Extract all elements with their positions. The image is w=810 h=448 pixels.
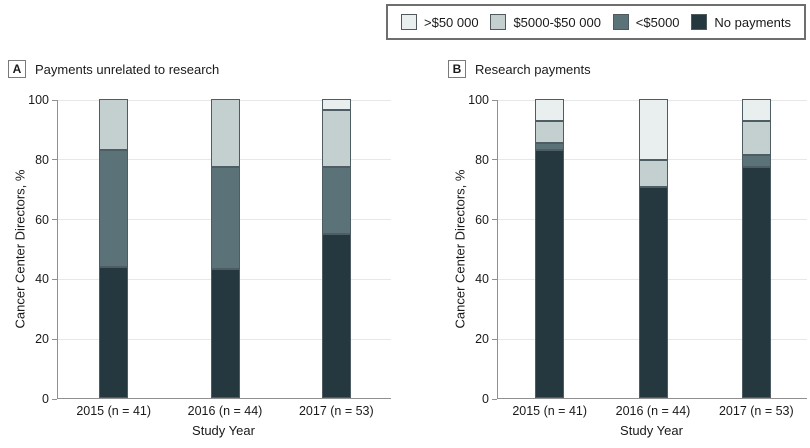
y-tick-40 <box>52 278 57 280</box>
y-tick-label-20: 20 <box>35 332 49 347</box>
x-category-label-2016: 2016 (n = 44) <box>615 404 691 418</box>
y-tick-label-0: 0 <box>482 392 489 406</box>
stacked-bar-2017 <box>321 99 351 398</box>
panel-b-plot: 0 20 40 60 80 100 2015 (n = 41) 2016 (n = 44) 20… <box>468 93 807 418</box>
legend-item-lt5000: <$5000 <box>612 14 680 30</box>
y-tick-60 <box>52 219 57 221</box>
y-tick-20 <box>52 338 57 340</box>
legend-label-gt50000: >$50 000 <box>424 14 479 30</box>
panel-b-title: B Research payments <box>448 60 591 78</box>
bar-segment <box>210 268 240 398</box>
y-tick-label-100: 100 <box>468 93 489 107</box>
bar-segment <box>741 121 771 156</box>
panel-a-title-text: Payments unrelated to research <box>35 61 220 77</box>
legend-swatch-5000-50000 <box>490 14 507 30</box>
y-tick-40 <box>492 278 497 280</box>
panel-a-plot: 0 20 40 60 80 100 2015 (n = 41) 2016 (n = 44) 20… <box>28 93 391 418</box>
legend-label-lt5000: <$5000 <box>635 14 680 30</box>
bar-segment <box>535 121 565 143</box>
bar-segment <box>535 99 565 122</box>
bar-segment <box>741 99 771 122</box>
bar-segment <box>638 160 668 188</box>
bar-segment <box>638 187 668 398</box>
y-tick-label-20: 20 <box>475 332 489 347</box>
stacked-bar-2017 <box>741 99 771 398</box>
panel-b-letter-box: B <box>448 60 466 78</box>
x-category-label-2017: 2017 (n = 53) <box>718 404 794 418</box>
y-tick-0 <box>52 398 57 400</box>
panel-b-y-axis-label: Cancer Center Directors, % <box>452 169 468 329</box>
stacked-bar-2015 <box>535 99 565 398</box>
bar-segment <box>741 155 771 167</box>
panel-a-y-axis-label: Cancer Center Directors, % <box>12 169 28 329</box>
panel-b-title-text: Research payments <box>475 61 591 77</box>
y-tick-label-0: 0 <box>42 392 49 406</box>
y-tick-label-40: 40 <box>475 272 489 287</box>
legend-item-5000-50000: $5000-$50 000 <box>490 14 601 30</box>
bar-segment <box>99 99 129 151</box>
legend-item-gt50000: >$50 000 <box>401 14 479 30</box>
x-category-label-2015: 2015 (n = 41) <box>512 404 588 418</box>
bar-segment <box>210 99 240 167</box>
y-tick-80 <box>492 159 497 161</box>
bar-segment <box>99 266 129 398</box>
bar-segment <box>535 150 565 398</box>
bar-segment <box>321 166 351 235</box>
x-category-label-2017: 2017 (n = 53) <box>298 404 374 418</box>
stacked-bar-2015 <box>99 99 129 398</box>
panel-a-x-axis-label: Study Year <box>192 423 255 438</box>
y-tick-100 <box>492 99 497 101</box>
panel-a-title: A Payments unrelated to research <box>8 60 219 78</box>
bar-segment <box>321 234 351 398</box>
y-tick-label-80: 80 <box>475 152 489 167</box>
legend-swatch-lt5000 <box>612 14 629 30</box>
legend-swatch-gt50000 <box>401 14 417 30</box>
legend-label-no-payments: No payments <box>714 14 791 30</box>
bar-segment <box>321 99 351 111</box>
x-category-label-2016: 2016 (n = 44) <box>187 404 263 418</box>
stacked-bar-2016 <box>638 98 668 398</box>
y-tick-label-60: 60 <box>475 212 489 227</box>
x-category-label-2015: 2015 (n = 41) <box>76 404 152 418</box>
bar-segment <box>321 110 351 167</box>
y-tick-label-80: 80 <box>35 152 49 167</box>
legend-swatch-no-payments <box>691 14 708 30</box>
y-tick-label-100: 100 <box>28 93 49 107</box>
stacked-bar-2016 <box>210 99 240 398</box>
y-tick-0 <box>492 398 497 400</box>
bar-segment <box>99 150 129 267</box>
legend-label-5000-50000: $5000-$50 000 <box>513 14 601 30</box>
legend-item-no-payments: No payments <box>691 14 791 30</box>
panel-a-letter-box: A <box>8 60 26 78</box>
bar-segment <box>535 142 565 151</box>
y-tick-label-60: 60 <box>35 212 49 227</box>
bar-segment <box>210 166 240 269</box>
y-tick-20 <box>492 338 497 340</box>
chart-legend: >$50 000 $5000-$50 000 <$5000 No payments <box>386 4 806 40</box>
y-tick-80 <box>52 159 57 161</box>
y-tick-60 <box>492 219 497 221</box>
y-tick-label-40: 40 <box>35 272 49 287</box>
panel-b-x-axis-label: Study Year <box>620 423 683 438</box>
bar-segment <box>638 98 668 160</box>
y-tick-100 <box>52 99 57 101</box>
bar-segment <box>741 166 771 398</box>
